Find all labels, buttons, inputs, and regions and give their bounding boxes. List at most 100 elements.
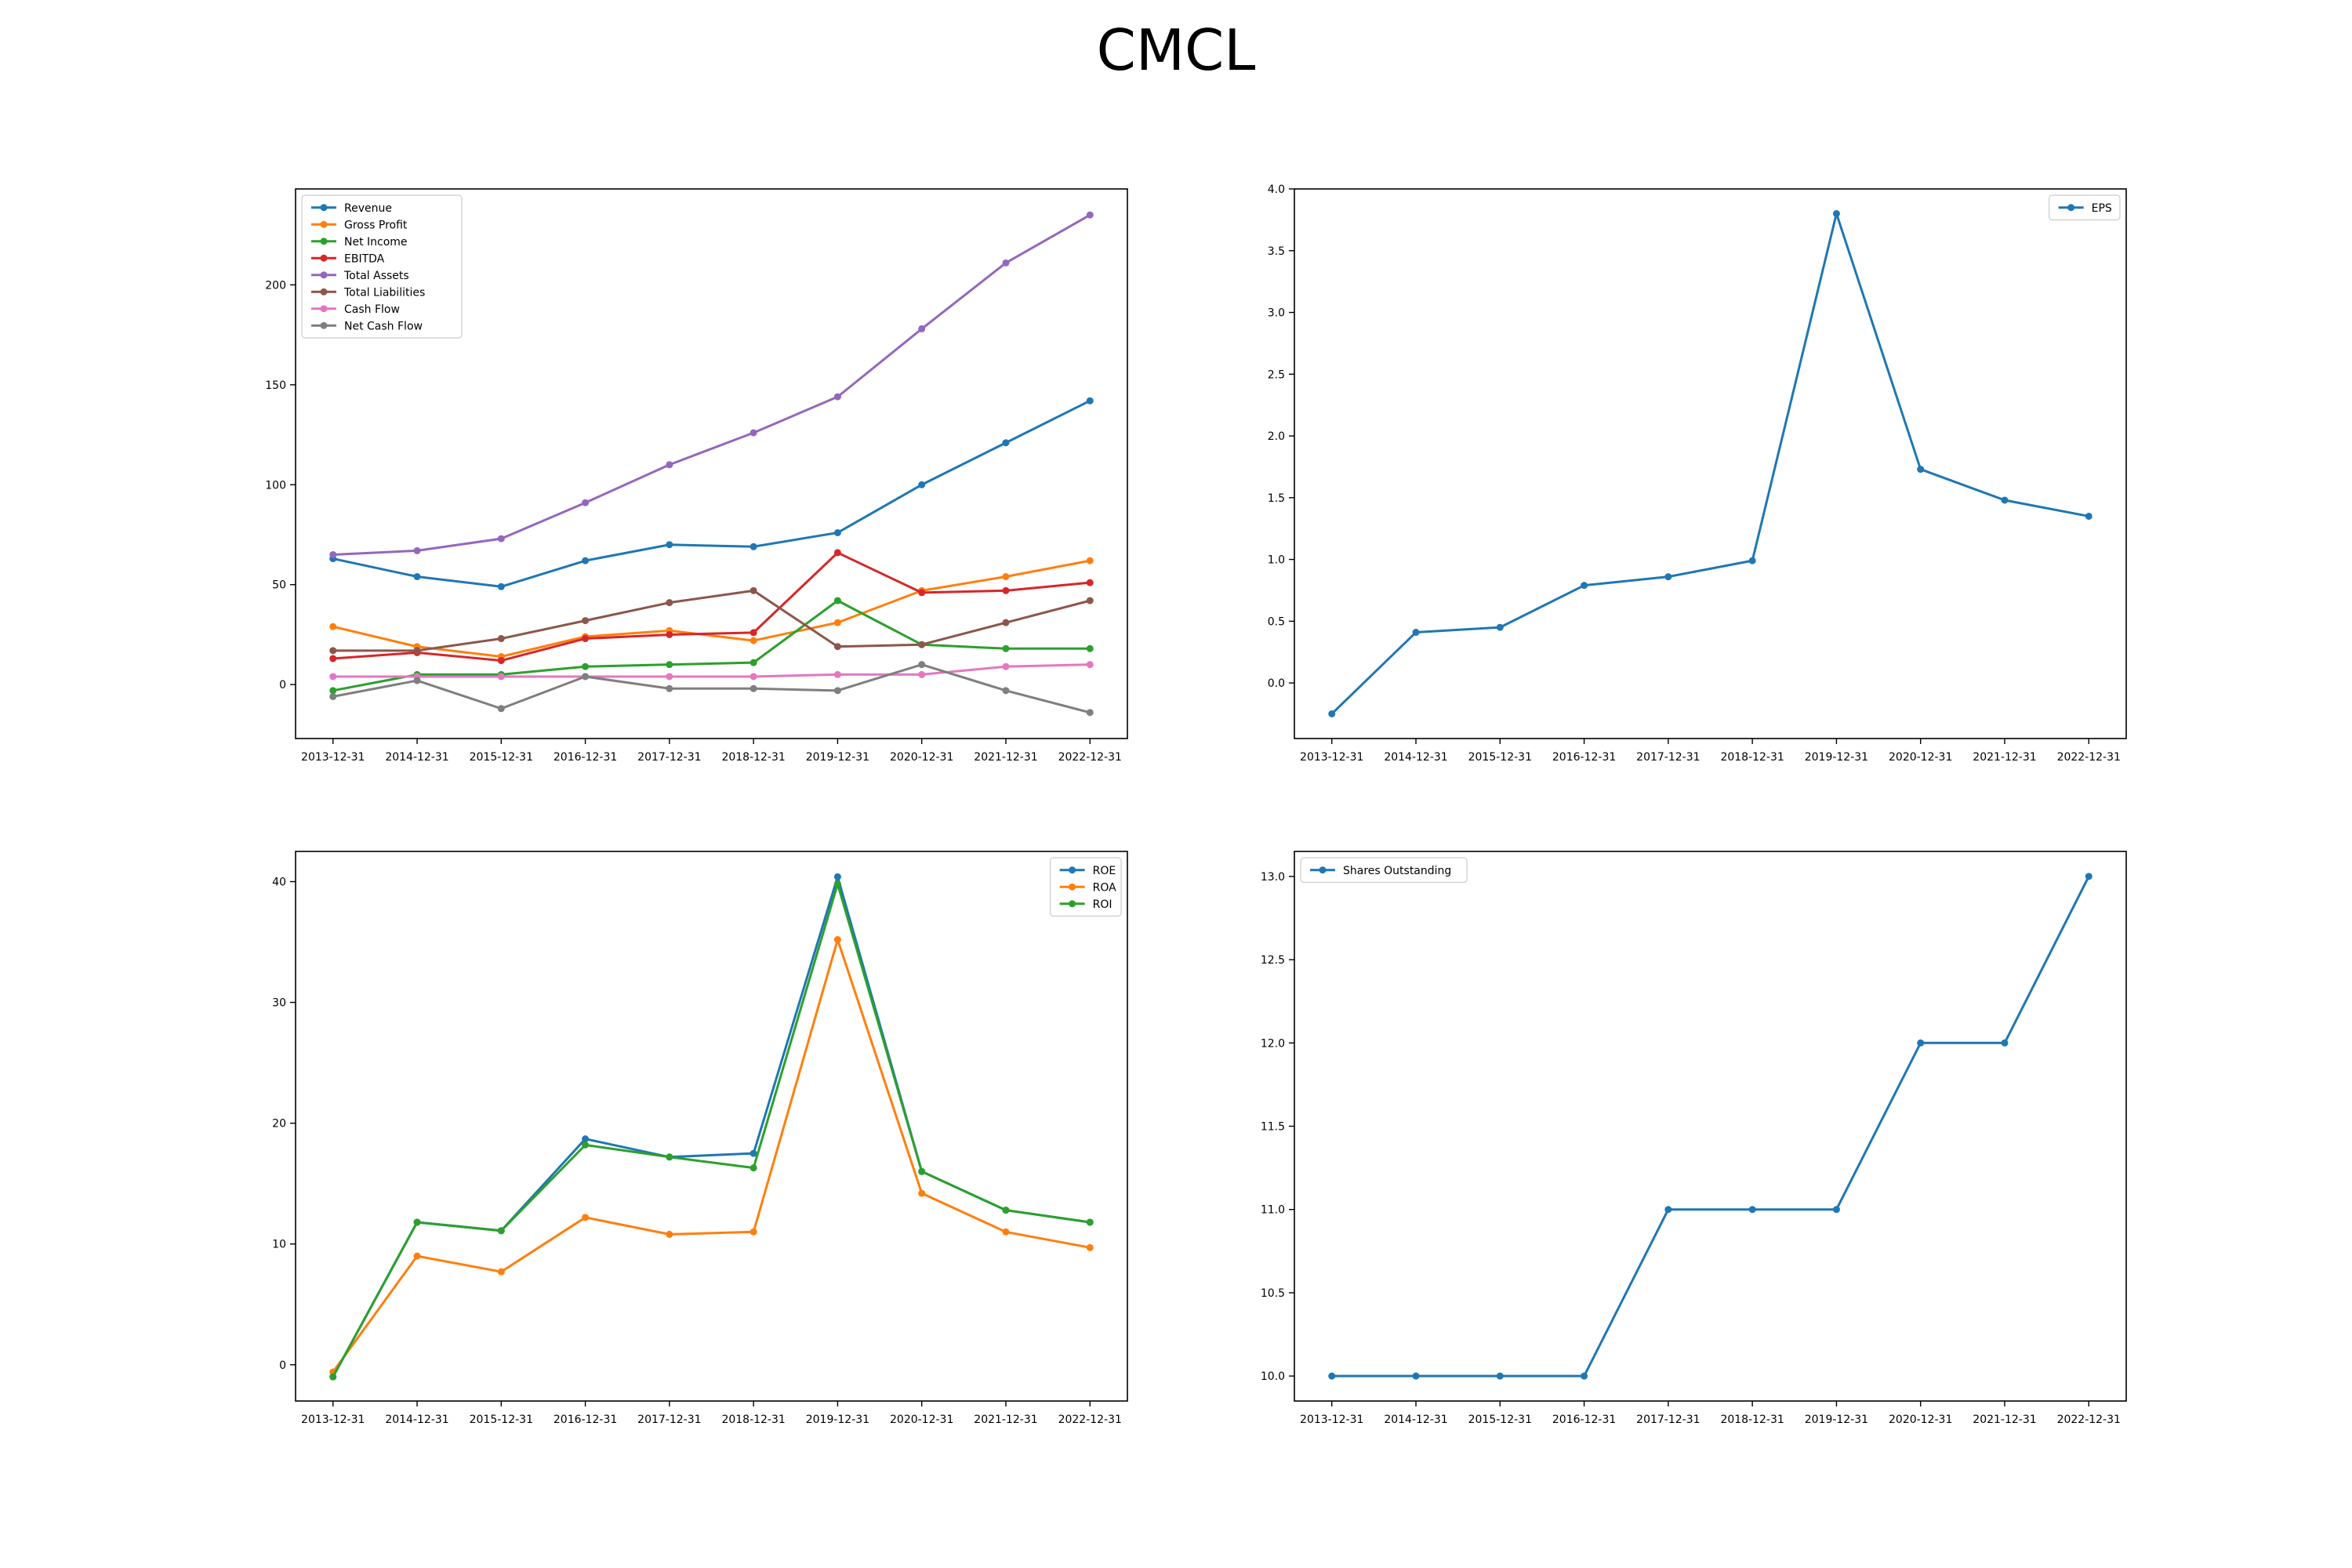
x-tick-label: 2019-12-31 <box>806 751 869 764</box>
data-point <box>497 657 505 665</box>
eps-chart: 2013-12-31 2014-12-31 2015-12-31 2016-12-31… <box>1268 183 2127 764</box>
data-point <box>833 597 841 604</box>
legend-item: Total Liabilities <box>311 286 425 299</box>
data-point <box>750 1164 757 1172</box>
legend-marker <box>1069 866 1076 874</box>
data-point <box>1412 1372 1420 1380</box>
legend-box <box>1300 857 1468 884</box>
x-tick-label: 2018-12-31 <box>721 1414 785 1426</box>
data-point <box>2085 873 2092 880</box>
legend: Revenue Gross Profit Net Income EBITDA Total… <box>301 194 463 339</box>
legend-label: ROE <box>1093 865 1116 877</box>
legend-item: Shares Outstanding <box>1310 865 1451 877</box>
y-tick-label: 11.5 <box>1261 1121 1285 1134</box>
legend-item: EBITDA <box>311 252 385 265</box>
legend-marker <box>320 305 328 313</box>
series-line <box>1330 212 2089 715</box>
data-point <box>1086 709 1094 717</box>
data-point <box>329 692 337 700</box>
data-point <box>833 643 841 651</box>
legend-marker <box>320 271 328 279</box>
data-point <box>582 1135 590 1143</box>
data-point <box>497 583 505 590</box>
data-point <box>750 684 757 692</box>
data-point <box>1917 1039 1925 1047</box>
data-point <box>918 481 926 488</box>
data-point <box>582 499 590 506</box>
data-point <box>329 647 337 655</box>
data-point <box>918 589 926 597</box>
data-point <box>666 541 673 549</box>
data-point <box>1002 573 1010 581</box>
data-point <box>833 619 841 626</box>
data-point <box>918 1189 926 1197</box>
data-point <box>582 673 590 681</box>
data-point <box>1086 579 1094 586</box>
data-point <box>750 629 757 637</box>
x-tick-label: 2021-12-31 <box>974 1414 1037 1426</box>
legend-marker <box>320 220 328 228</box>
data-point <box>666 661 673 669</box>
y-tick-label: 10.5 <box>1261 1287 1285 1300</box>
series-line <box>332 559 1091 658</box>
y-tick-label: 12.0 <box>1261 1037 1285 1050</box>
legend-label: EBITDA <box>344 252 385 265</box>
legend-label: Revenue <box>344 202 392 215</box>
x-tick-label: 2016-12-31 <box>1552 1414 1616 1426</box>
series-line <box>332 213 1091 556</box>
data-point <box>666 684 673 692</box>
y-tick-label: 13.0 <box>1261 871 1285 884</box>
data-point <box>833 393 841 401</box>
x-tick-label: 2020-12-31 <box>1889 1414 1952 1426</box>
x-tick-label: 2019-12-31 <box>806 1414 869 1426</box>
x-tick-label: 2015-12-31 <box>470 751 533 764</box>
data-point <box>750 586 757 594</box>
data-point <box>833 670 841 678</box>
y-tick-label: 0.0 <box>1268 677 1285 690</box>
series-total-liabilities <box>329 586 1094 655</box>
data-point <box>833 880 841 888</box>
legend: EPS <box>2049 194 2121 221</box>
series-line <box>332 589 1091 652</box>
series-roa <box>329 935 1094 1376</box>
legend-marker <box>320 254 328 262</box>
x-tick-label: 2017-12-31 <box>1636 751 1700 764</box>
legend-box <box>2049 194 2121 221</box>
y-tick-label: 40 <box>272 877 286 889</box>
legend-item: Total Assets <box>311 270 409 282</box>
shares-outstanding-chart: 2013-12-31 2014-12-31 2015-12-31 2016-12-31… <box>1261 851 2127 1426</box>
data-point <box>497 1227 505 1235</box>
data-point <box>1917 466 1925 474</box>
data-point <box>1002 1228 1010 1236</box>
data-point <box>1748 557 1756 564</box>
figure-title: CMCL <box>1096 17 1256 83</box>
x-tick-label: 2020-12-31 <box>890 1414 953 1426</box>
data-point <box>1328 1372 1336 1380</box>
x-tick-label: 2014-12-31 <box>385 1414 448 1426</box>
data-point <box>497 535 505 543</box>
x-tick-label: 2016-12-31 <box>1552 751 1616 764</box>
x-tick-label: 2020-12-31 <box>890 751 953 764</box>
series-line <box>332 551 1091 662</box>
legend-marker <box>1069 883 1076 891</box>
series-net-cash-flow <box>329 661 1094 717</box>
legend-marker <box>320 288 328 296</box>
y-tick-label: 4.0 <box>1268 183 1285 196</box>
data-point <box>413 573 421 581</box>
data-point <box>750 543 757 550</box>
legend-item: EPS <box>2058 202 2112 215</box>
series-shares-outstanding <box>1328 873 2092 1380</box>
legend-item: ROA <box>1059 881 1116 894</box>
y-tick-label: 3.0 <box>1268 307 1285 320</box>
data-point <box>413 647 421 655</box>
data-point <box>1002 259 1010 267</box>
data-point <box>1086 644 1094 652</box>
y-tick-label: 1.0 <box>1268 554 1285 567</box>
data-point <box>582 557 590 564</box>
data-point <box>1412 629 1420 637</box>
y-tick-label: 150 <box>265 379 286 392</box>
data-point <box>413 546 421 554</box>
data-point <box>750 1228 757 1236</box>
x-tick-label: 2017-12-31 <box>637 1414 701 1426</box>
y-tick-label: 0.5 <box>1268 615 1285 628</box>
